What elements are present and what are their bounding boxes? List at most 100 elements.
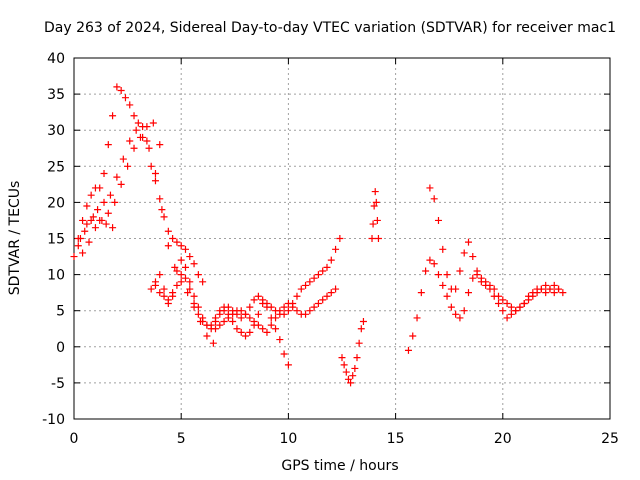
data-point [555, 285, 563, 293]
data-point [203, 332, 211, 340]
data-point [151, 170, 159, 178]
data-point [156, 271, 164, 279]
data-point [529, 289, 537, 297]
y-tick-label: 30 [47, 123, 65, 139]
data-point [229, 318, 237, 326]
data-point [130, 144, 138, 152]
data-point [173, 281, 181, 289]
data-point [147, 162, 155, 170]
data-point [280, 303, 288, 311]
data-point [194, 271, 202, 279]
data-point [126, 137, 134, 145]
data-point [280, 310, 288, 318]
data-point [430, 260, 438, 268]
data-point [109, 112, 117, 120]
data-point [237, 328, 245, 336]
y-tick-label: 10 [47, 268, 65, 284]
data-point [507, 303, 515, 311]
data-point [297, 285, 305, 293]
data-point [70, 253, 78, 261]
data-point [306, 307, 314, 315]
x-tick-labels: 0 5 10 15 20 25 [70, 431, 619, 447]
data-point [181, 274, 189, 282]
data-point [212, 325, 220, 333]
data-series [76, 213, 117, 242]
data-point [550, 281, 558, 289]
data-point [111, 198, 119, 206]
data-point [87, 216, 95, 224]
data-point [149, 119, 157, 127]
data-point [113, 173, 121, 181]
data-point [259, 296, 267, 304]
data-point [81, 227, 89, 235]
data-point [199, 314, 207, 322]
data-point [417, 289, 425, 297]
data-point [426, 256, 434, 264]
data-point [186, 285, 194, 293]
data-point [119, 155, 127, 163]
data-point [126, 101, 134, 109]
chart-title: Day 263 of 2024, Sidereal Day-to-day VTE… [44, 20, 616, 36]
data-point [499, 296, 507, 304]
y-axis-label: SDTVAR / TECUs [7, 181, 23, 296]
data-point [194, 310, 202, 318]
data-point [224, 310, 232, 318]
data-point [272, 307, 280, 315]
data-point [464, 289, 472, 297]
data-point [117, 86, 125, 94]
data-point [224, 303, 232, 311]
data-point [507, 310, 515, 318]
data-point [104, 141, 112, 149]
data-point [323, 292, 331, 300]
data-point [124, 162, 132, 170]
data-point [117, 180, 125, 188]
data-point [353, 354, 361, 362]
data-point [371, 188, 379, 196]
data-point [332, 285, 340, 293]
data-point [443, 271, 451, 279]
data-point [499, 307, 507, 315]
data-point [477, 278, 485, 286]
data-point [160, 285, 168, 293]
data-point [473, 267, 481, 275]
data-series [426, 184, 567, 322]
data-point [194, 303, 202, 311]
data-point [74, 242, 82, 250]
data-point [254, 310, 262, 318]
data-point [164, 242, 172, 250]
data-point [229, 307, 237, 315]
x-tick-label: 25 [601, 431, 619, 447]
x-tick-label: 20 [494, 431, 512, 447]
data-point [267, 303, 275, 311]
data-point [250, 296, 258, 304]
data-point [106, 191, 114, 199]
data-point [91, 224, 99, 232]
data-point [102, 220, 110, 228]
x-tick-label: 15 [387, 431, 405, 447]
data-point [452, 310, 460, 318]
data-point [359, 318, 367, 326]
data-series [151, 256, 292, 369]
data-point [327, 256, 335, 264]
data-point [369, 220, 377, 228]
data-point [132, 126, 140, 134]
data-point [537, 285, 545, 293]
data-point [349, 372, 357, 380]
data-point [409, 332, 417, 340]
y-tick-label: 15 [47, 232, 65, 248]
data-point [559, 289, 567, 297]
data-point [464, 238, 472, 246]
data-point [525, 292, 533, 300]
data-point [439, 281, 447, 289]
data-point [169, 235, 177, 242]
data-point [177, 256, 185, 264]
data-point [456, 314, 464, 322]
data-point [512, 307, 520, 315]
data-point [130, 112, 138, 120]
data-point [272, 325, 280, 333]
data-point [351, 364, 359, 372]
data-point [136, 133, 144, 141]
data-point [259, 325, 267, 333]
data-point [460, 307, 468, 315]
data-point [434, 271, 442, 279]
